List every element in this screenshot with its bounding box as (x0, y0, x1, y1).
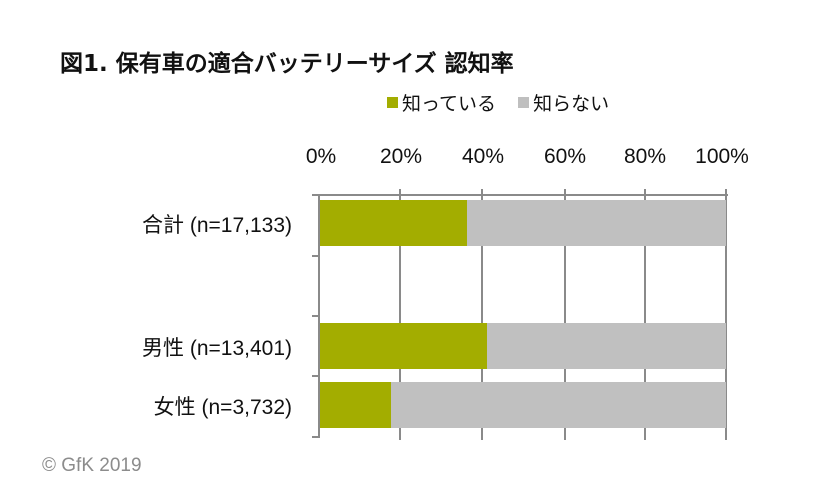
category-label-total: 合計 (n=17,133) (142, 214, 292, 237)
x-tick-label: 40% (461, 145, 505, 168)
legend-item-unknown: 知らない (518, 89, 609, 116)
x-tick-label: 100% (695, 145, 749, 168)
bar-segment-known (320, 382, 391, 428)
y-tick (312, 194, 319, 196)
gridline-100 (725, 189, 727, 440)
y-tick (312, 436, 319, 438)
x-axis-line (313, 194, 728, 196)
gridline-40 (481, 189, 483, 440)
bar-segment-unknown (467, 200, 726, 246)
category-label-male: 男性 (n=13,401) (142, 337, 292, 360)
x-tick-label: 20% (379, 145, 423, 168)
bar-male (320, 323, 726, 369)
gridline-80 (644, 189, 646, 440)
bar-segment-known (320, 323, 487, 369)
y-tick (312, 255, 319, 257)
x-tick-label: 60% (543, 145, 587, 168)
bar-female (320, 382, 726, 428)
bar-total (320, 200, 726, 246)
x-tick-label: 0% (305, 145, 337, 168)
legend-label-known: 知っている (402, 93, 497, 115)
y-tick (312, 375, 319, 377)
legend-label-unknown: 知らない (533, 93, 610, 115)
legend-item-known: 知っている (387, 89, 496, 116)
bar-segment-known (320, 200, 467, 246)
chart-title: 図1. 保有車の適合バッテリーサイズ 認知率 (60, 51, 514, 77)
bar-segment-unknown (391, 382, 726, 428)
x-tick-label: 80% (623, 145, 667, 168)
legend-swatch-unknown (518, 97, 530, 108)
copyright-text: © GfK 2019 (42, 455, 142, 476)
gridline-60 (564, 189, 566, 440)
bar-segment-unknown (487, 323, 726, 369)
chart-legend: 知っている 知らない (387, 89, 631, 116)
y-axis-line (318, 195, 320, 438)
gridline-20 (399, 189, 401, 440)
category-label-female: 女性 (n=3,732) (153, 396, 292, 419)
legend-swatch-known (387, 97, 398, 108)
y-tick (312, 315, 319, 317)
